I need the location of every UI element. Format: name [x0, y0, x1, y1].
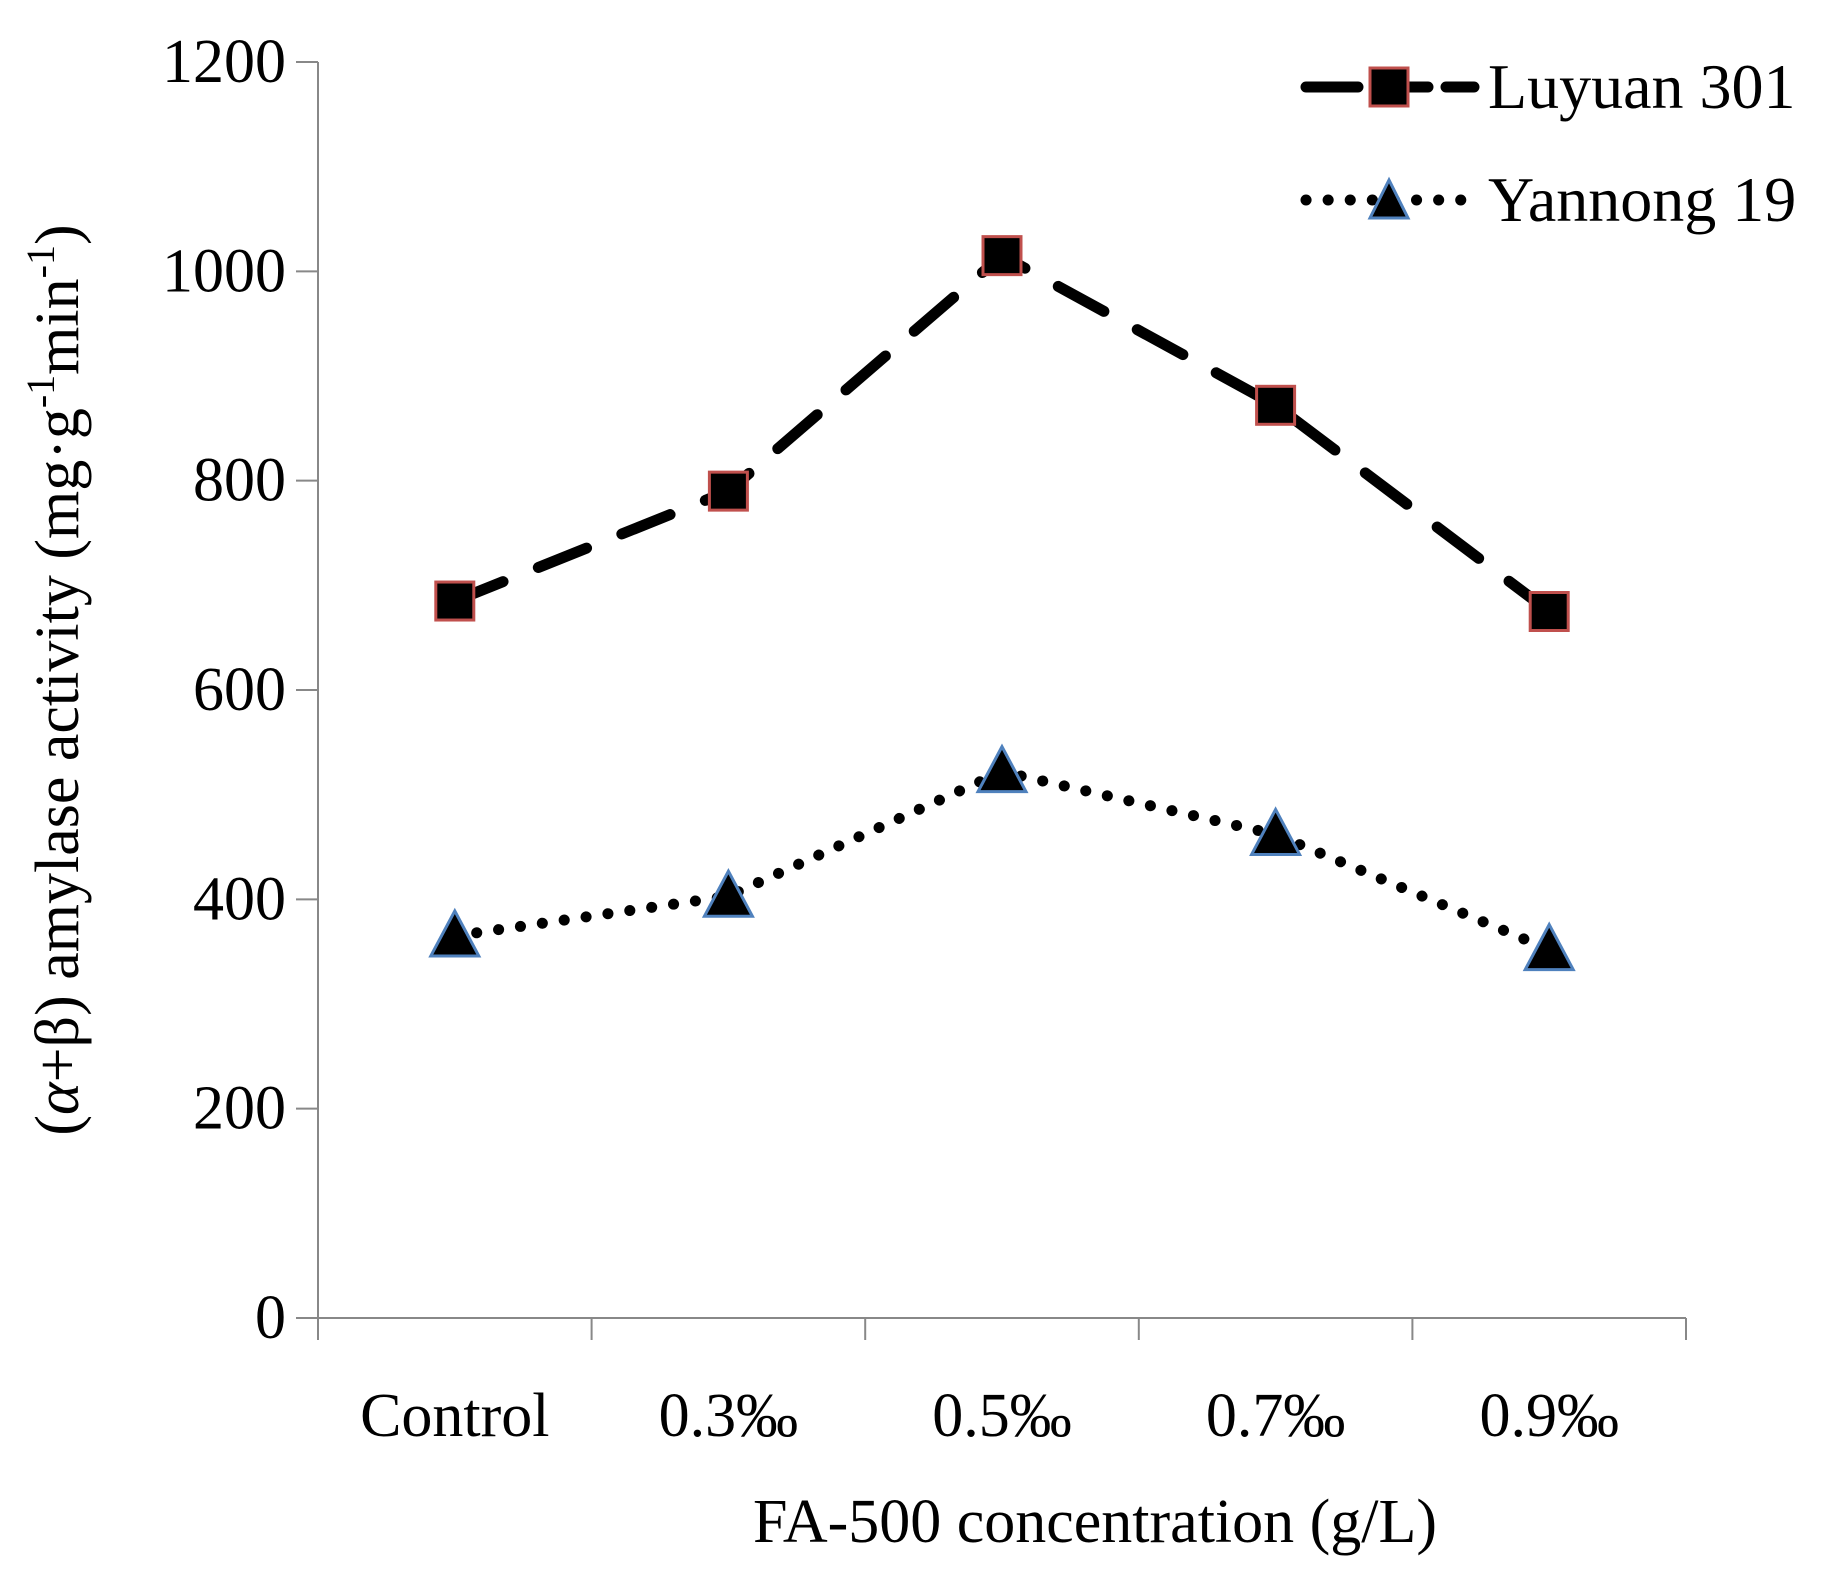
y-tick-label: 200 [193, 1075, 286, 1143]
y-title-sup-1: -1 [18, 375, 63, 408]
series-yannong-19 [428, 743, 1576, 972]
y-title-middle: +β) amylase activity (mg·g [24, 408, 92, 1082]
data-point-square [1528, 591, 1570, 632]
y-tick-label: 800 [193, 447, 286, 515]
legend-item-luyuan-301: Luyuan 301 [1300, 51, 1796, 122]
y-tick-label: 1000 [162, 237, 286, 305]
x-tick-label: Control [360, 1382, 549, 1450]
legend-label: Yannong 19 [1488, 164, 1796, 235]
series-line [449, 250, 1555, 617]
x-tick-label: 0.5‰ [932, 1382, 1072, 1450]
legend-marker-square [1368, 66, 1410, 108]
data-point-square [434, 580, 476, 622]
y-title-suffix: ) [24, 224, 92, 245]
legend-item-yannong-19: Yannong 19 [1300, 164, 1796, 235]
y-tick-label: 0 [255, 1284, 286, 1352]
y-tick-label: 1200 [162, 28, 286, 96]
x-axis-ticks: Control 0.3‰ 0.5‰ 0.7‰ 0.9‰ [317, 1318, 1687, 1450]
x-tick-label: 0.9‰ [1479, 1382, 1619, 1450]
data-point-triangle [701, 868, 755, 918]
series-layer [428, 235, 1576, 972]
legend: Luyuan 301 Yannong 19 [1300, 51, 1796, 235]
y-title-prefix: ( [24, 1115, 92, 1136]
data-point-triangle [1522, 921, 1576, 972]
data-point-triangle [975, 743, 1029, 794]
y-tick-label: 600 [193, 656, 286, 724]
data-point-square [707, 470, 749, 512]
y-title-sup-2: -1 [18, 245, 63, 278]
y-axis-title: (α+β) amylase activity (mg·g-1min-1) [18, 224, 92, 1135]
x-tick-label: 0.3‰ [659, 1382, 799, 1450]
y-title-min: min [24, 278, 92, 374]
axes [296, 62, 1686, 1340]
y-axis-ticks: 0 200 400 600 800 1000 1200 [162, 28, 318, 1352]
y-title-alpha: α [24, 1081, 92, 1115]
data-point-square [981, 235, 1023, 277]
x-tick-label: 0.7‰ [1206, 1382, 1346, 1450]
y-tick-label: 400 [193, 865, 286, 933]
data-point-triangle [428, 907, 482, 958]
x-axis-title: FA-500 concentration (g/L) [753, 1488, 1437, 1556]
series-line [449, 766, 1555, 956]
series-luyuan-301 [434, 235, 1570, 632]
data-point-triangle [1249, 806, 1303, 856]
legend-marker-triangle [1367, 176, 1411, 220]
legend-label: Luyuan 301 [1488, 51, 1796, 122]
data-point-square [1255, 384, 1297, 426]
